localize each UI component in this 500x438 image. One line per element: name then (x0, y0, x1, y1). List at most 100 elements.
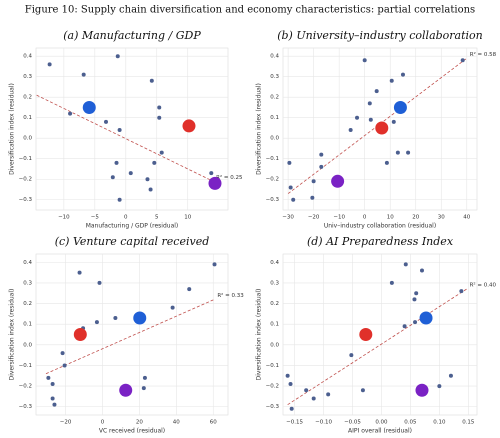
x-tick-label: 0 (124, 215, 128, 221)
point (360, 388, 365, 393)
y-tick-label: 0.4 (270, 54, 279, 60)
panel-title: (d) AI Preparedness Index (307, 235, 454, 248)
y-tick-label: −0.3 (19, 404, 33, 410)
point (311, 179, 316, 184)
point (459, 289, 464, 294)
point (287, 160, 292, 165)
y-axis-label: Diversification index (residual) (256, 83, 263, 175)
panel-title: (c) Venture capital received (55, 235, 210, 248)
point (400, 72, 405, 77)
highlight-point (119, 383, 133, 397)
fit-annotation: R² = 0.58 (470, 51, 497, 58)
point (304, 388, 309, 393)
point (368, 117, 373, 122)
x-tick-label: 30 (438, 215, 445, 221)
point (62, 363, 67, 368)
x-tick-label: −20 (308, 215, 320, 221)
x-tick-label: 0 (363, 215, 367, 221)
point (384, 160, 389, 165)
y-axis-label: Diversification index (residual) (9, 289, 16, 381)
point (68, 111, 73, 116)
point (103, 119, 108, 124)
y-tick-label: 0.3 (270, 280, 279, 286)
x-tick-label: 0.15 (462, 420, 475, 426)
point (355, 115, 360, 120)
point (285, 373, 290, 378)
y-tick-label: 0.0 (270, 342, 279, 348)
point (47, 62, 52, 67)
y-tick-label: 0.3 (23, 74, 32, 80)
y-tick-label: −0.2 (266, 177, 279, 183)
fit-annotation: R² = 0.25 (216, 174, 243, 181)
point (212, 262, 217, 267)
y-tick-label: 0.4 (270, 260, 279, 266)
x-axis-label: Univ–industry collaboration (residual) (324, 223, 436, 230)
figure-title: Figure 10: Supply chain diversification … (25, 5, 475, 16)
panel: (b) University–industry collaboration −0.… (256, 29, 497, 230)
plot-area (35, 253, 229, 416)
point (348, 128, 353, 133)
highlight-point (82, 100, 96, 114)
x-tick-label: 20 (412, 215, 419, 221)
point (291, 197, 296, 202)
y-tick-label: 0.0 (270, 136, 279, 142)
x-tick-label: 10 (387, 215, 394, 221)
x-tick-label: 40 (173, 420, 180, 426)
point (288, 185, 293, 190)
highlight-point (208, 176, 222, 190)
point (157, 115, 162, 120)
highlight-point (393, 100, 407, 114)
point (310, 195, 315, 200)
point (77, 270, 82, 275)
y-axis-label: Diversification index (residual) (256, 289, 263, 381)
fit-annotation: R² = 0.40 (470, 282, 497, 289)
x-tick-label: 0.05 (404, 420, 417, 426)
point (402, 324, 407, 329)
x-tick-label: −20 (60, 420, 72, 426)
point (389, 78, 394, 83)
point (159, 150, 164, 155)
y-tick-label: 0.2 (23, 301, 32, 307)
point (97, 280, 102, 285)
y-tick-label: −0.2 (19, 177, 32, 183)
point (406, 150, 411, 155)
y-tick-label: 0.3 (270, 74, 279, 80)
x-axis-label: Manufacturing / GDP (residual) (86, 223, 179, 230)
point (412, 297, 417, 302)
y-tick-label: 0.1 (23, 322, 32, 328)
x-tick-label: −0.15 (286, 420, 303, 426)
point (148, 187, 153, 192)
y-tick-label: 0.1 (270, 322, 279, 328)
point (50, 396, 55, 401)
y-tick-label: 0.0 (23, 136, 32, 142)
point (391, 119, 396, 124)
x-tick-label: −0.05 (344, 420, 361, 426)
x-tick-label: 10 (184, 215, 191, 221)
point (389, 280, 394, 285)
y-tick-label: 0.4 (23, 54, 32, 60)
point (60, 351, 65, 356)
highlight-point (415, 383, 429, 397)
highlight-point (419, 311, 433, 325)
point (117, 197, 122, 202)
highlight-point (73, 328, 87, 341)
point (187, 287, 192, 292)
point (115, 54, 120, 59)
point (395, 150, 400, 155)
y-tick-label: −0.2 (19, 384, 32, 390)
x-tick-label: 0.10 (433, 420, 446, 426)
y-tick-label: −0.1 (19, 156, 32, 162)
point (52, 402, 57, 407)
fit-line (45, 299, 215, 375)
point (157, 105, 162, 110)
panel: (d) AI Preparedness Index −0.3 −0.2 −0.1 0.0… (256, 235, 497, 435)
point (349, 353, 354, 358)
point (141, 386, 146, 391)
point (46, 375, 51, 380)
point (289, 406, 294, 411)
y-tick-label: −0.3 (266, 404, 280, 410)
x-axis-label: AIPI overall (residual) (348, 428, 412, 435)
y-tick-label: 0.2 (23, 95, 32, 101)
point (149, 78, 154, 83)
